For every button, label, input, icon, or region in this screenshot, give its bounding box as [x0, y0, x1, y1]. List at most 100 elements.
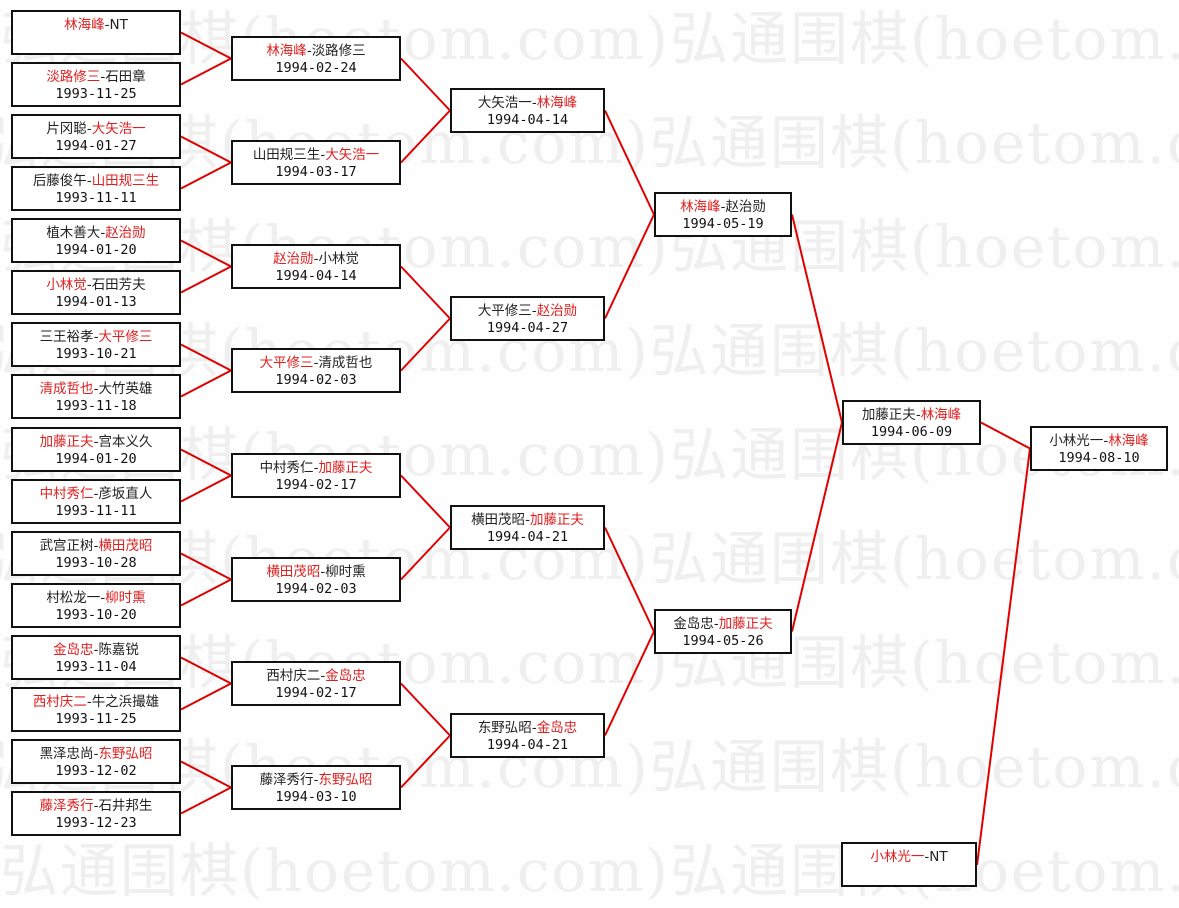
match-box[interactable]: 林海峰-赵治勋 1994-05-19	[654, 192, 792, 237]
separator: -	[100, 225, 106, 241]
player-1: 武宫正树	[39, 538, 94, 554]
player-1: 后藤俊午	[32, 173, 87, 189]
match-box[interactable]: 小林光一-林海峰 1994-08-10	[1030, 426, 1168, 471]
player-1: 小林光一	[870, 849, 925, 865]
match-box[interactable]: 加藤正夫-宫本义久 1994-01-20	[11, 427, 181, 472]
separator: -	[104, 17, 110, 33]
match-players: 藤泽秀行-东野弘昭	[233, 771, 399, 789]
match-players: 小林觉-石田芳夫	[13, 276, 179, 294]
player-2: 山田规三生	[91, 173, 160, 189]
match-date: 1993-11-25	[55, 711, 137, 727]
player-1: 黑泽忠尚	[39, 746, 94, 762]
bracket-connector	[180, 682, 232, 711]
bracket-connector	[791, 214, 843, 423]
player-2: 东野弘昭	[98, 746, 153, 762]
match-box[interactable]: 中村秀仁-加藤正夫 1994-02-17	[231, 453, 401, 498]
match-box[interactable]: 横田茂昭-加藤正夫 1994-04-21	[450, 505, 605, 550]
player-1: 大矢浩一	[477, 95, 532, 111]
match-box[interactable]: 横田茂昭-柳时熏 1994-02-03	[231, 557, 401, 602]
match-box[interactable]: 西村庆二-牛之浜撮雄 1993-11-25	[11, 687, 181, 732]
match-players: 林海峰-赵治勋	[656, 198, 790, 216]
separator: -	[531, 720, 537, 736]
match-box[interactable]: 加藤正夫-林海峰 1994-06-09	[842, 400, 981, 445]
player-1: 金岛忠	[53, 642, 94, 658]
match-players: 林海峰-淡路修三	[233, 42, 399, 60]
match-players: 东野弘昭-金岛忠	[452, 719, 603, 737]
match-box[interactable]: 藤泽秀行-石井邦生 1993-12-23	[11, 791, 181, 836]
match-box[interactable]: 片冈聪-大矢浩一 1994-01-27	[11, 114, 181, 159]
separator: -	[313, 460, 319, 476]
match-players: 中村秀仁-彦坂直人	[13, 485, 179, 503]
player-1: 淡路修三	[46, 69, 101, 85]
match-box[interactable]: 小林光一-NT	[841, 842, 977, 887]
match-date: 1994-04-27	[486, 320, 569, 336]
match-box[interactable]: 小林觉-石田芳夫 1994-01-13	[11, 270, 181, 315]
player-2: 加藤正夫	[318, 460, 373, 476]
player-2: 小林觉	[318, 251, 359, 267]
match-box[interactable]: 中村秀仁-彦坂直人 1993-11-11	[11, 479, 181, 524]
match-box[interactable]: 林海峰-NT	[11, 10, 181, 55]
player-2: 林海峰	[920, 407, 962, 423]
bracket-connector	[180, 369, 232, 398]
match-box[interactable]: 赵治勋-小林觉 1994-04-14	[231, 244, 401, 289]
separator: -	[320, 564, 326, 580]
bracket-connector	[791, 422, 843, 632]
player-2: 大竹英雄	[98, 381, 153, 397]
match-players: 横田茂昭-柳时熏	[233, 563, 399, 581]
match-players: 西村庆二-牛之浜撮雄	[13, 693, 179, 711]
bracket-connector	[400, 526, 451, 581]
player-2: 东野弘昭	[318, 772, 373, 788]
player-2: 金岛忠	[325, 668, 366, 684]
match-box[interactable]: 清成哲也-大竹英雄 1993-11-18	[11, 374, 181, 419]
match-box[interactable]: 淡路修三-石田章 1993-11-25	[11, 62, 181, 107]
match-date: 1993-10-21	[55, 346, 137, 362]
match-box[interactable]: 后藤俊午-山田规三生 1993-11-11	[11, 166, 181, 211]
match-date: 1994-02-03	[275, 581, 357, 597]
match-box[interactable]: 大矢浩一-林海峰 1994-04-14	[450, 88, 605, 133]
match-players: 藤泽秀行-石井邦生	[13, 797, 179, 815]
match-date: 1994-04-21	[486, 529, 569, 545]
bracket-connector	[180, 474, 232, 503]
match-players: 横田茂昭-加藤正夫	[452, 511, 603, 529]
match-date: 1993-10-20	[55, 607, 137, 623]
match-box[interactable]: 大平修三-赵治勋 1994-04-27	[450, 296, 605, 341]
match-box[interactable]: 黑泽忠尚-东野弘昭 1993-12-02	[11, 739, 181, 784]
player-2: 大矢浩一	[91, 121, 146, 137]
match-date: 1994-02-03	[275, 372, 357, 388]
match-box[interactable]: 大平修三-清成哲也 1994-02-03	[231, 348, 401, 393]
match-box[interactable]: 村松龙一-柳时熏 1993-10-20	[11, 583, 181, 628]
match-date: 1994-02-17	[275, 477, 357, 493]
bracket-connector	[180, 760, 232, 789]
player-1: 加藤正夫	[39, 434, 94, 450]
match-box[interactable]: 金岛忠-加藤正夫 1994-05-26	[654, 609, 792, 654]
separator: -	[915, 407, 921, 423]
match-box[interactable]: 三王裕孝-大平修三 1993-10-21	[11, 322, 181, 367]
match-date: 1994-05-26	[682, 633, 764, 649]
player-2: 石井邦生	[98, 798, 153, 814]
match-box[interactable]: 林海峰-淡路修三 1994-02-24	[231, 36, 401, 81]
player-2: 石田芳夫	[91, 277, 146, 293]
match-players: 金岛忠-陈嘉锐	[13, 641, 179, 659]
bracket-connector	[400, 57, 451, 112]
match-date: 1993-10-28	[55, 555, 137, 571]
match-box[interactable]: 藤泽秀行-东野弘昭 1994-03-10	[231, 765, 401, 810]
separator: -	[306, 43, 312, 59]
bracket-connector	[180, 578, 232, 607]
player-1: 小林光一	[1049, 433, 1104, 449]
player-1: 片冈聪	[46, 121, 87, 137]
match-box[interactable]: 西村庆二-金岛忠 1994-02-17	[231, 661, 401, 706]
separator: -	[1103, 433, 1109, 449]
match-box[interactable]: 植木善大-赵治勋 1994-01-20	[11, 218, 181, 263]
match-date: 1994-04-14	[486, 112, 569, 128]
separator: -	[320, 668, 326, 684]
player-2: 金岛忠	[536, 720, 578, 736]
match-box[interactable]: 东野弘昭-金岛忠 1994-04-21	[450, 713, 605, 758]
match-players: 中村秀仁-加藤正夫	[233, 459, 399, 477]
separator: -	[93, 538, 99, 554]
match-box[interactable]: 山田规三生-大矢浩一 1994-03-17	[231, 140, 401, 185]
separator: -	[86, 277, 92, 293]
match-box[interactable]: 金岛忠-陈嘉锐 1993-11-04	[11, 635, 181, 680]
match-box[interactable]: 武宫正树-横田茂昭 1993-10-28	[11, 531, 181, 576]
bracket-connector	[180, 31, 232, 60]
bracket-connector	[180, 786, 232, 815]
